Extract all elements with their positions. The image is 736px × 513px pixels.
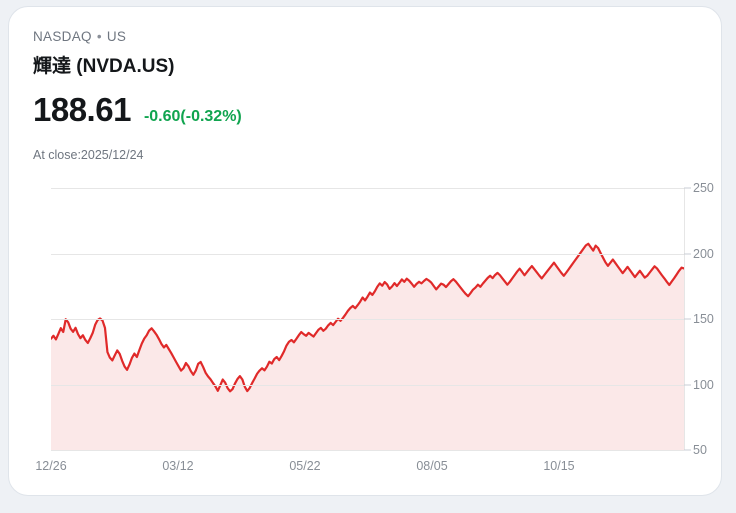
current-price: 188.61 (33, 91, 131, 128)
price-area-fill (51, 243, 684, 450)
exchange-separator: • (96, 29, 102, 44)
chart-plot-area[interactable] (51, 188, 684, 451)
x-tick-label: 08/05 (416, 459, 448, 473)
y-tick-mark-150 (684, 318, 691, 320)
price-line-series (51, 242, 684, 450)
gridline-250 (51, 188, 684, 189)
y-tick-mark-100 (684, 384, 691, 385)
x-tick-label: 12/26 (35, 459, 67, 473)
quote-card: NASDAQ • US 輝達 (NVDA.US) 188.61 -0.60(-0.3… (8, 6, 722, 496)
y-tick-mark-200 (684, 253, 691, 254)
y-tick-label: 50 (693, 443, 707, 457)
exchange-info: NASDAQ • US (33, 29, 126, 44)
gridline-150 (51, 319, 684, 320)
y-tick-label: 200 (693, 246, 714, 261)
price-line-path (51, 242, 684, 393)
exchange-name: NASDAQ (33, 29, 92, 44)
gridline-50 (51, 450, 684, 451)
x-tick-label: 10/15 (543, 459, 575, 473)
page-title: 輝達 (NVDA.US) (33, 56, 175, 77)
price-chart[interactable]: 250 200 150 100 50 12/26 03/12 05/22 08/05 10/15 (9, 167, 721, 487)
market-status-note: At close:2025/12/24 (33, 148, 144, 162)
y-tick-mark-250 (684, 187, 691, 189)
price-row: 188.61 -0.60(-0.32%) (33, 91, 242, 129)
y-tick-label: 250 (693, 181, 714, 195)
gridline-100 (51, 384, 684, 386)
y-tick-label: 150 (693, 312, 714, 326)
y-tick-mark-50 (684, 449, 691, 451)
y-tick-label: 100 (693, 377, 714, 392)
gridline-200 (51, 253, 684, 255)
region-label: US (106, 29, 127, 44)
x-tick-label: 05/22 (289, 459, 321, 473)
price-change: -0.60(-0.32%) (143, 108, 242, 125)
x-tick-label: 03/12 (162, 459, 194, 473)
